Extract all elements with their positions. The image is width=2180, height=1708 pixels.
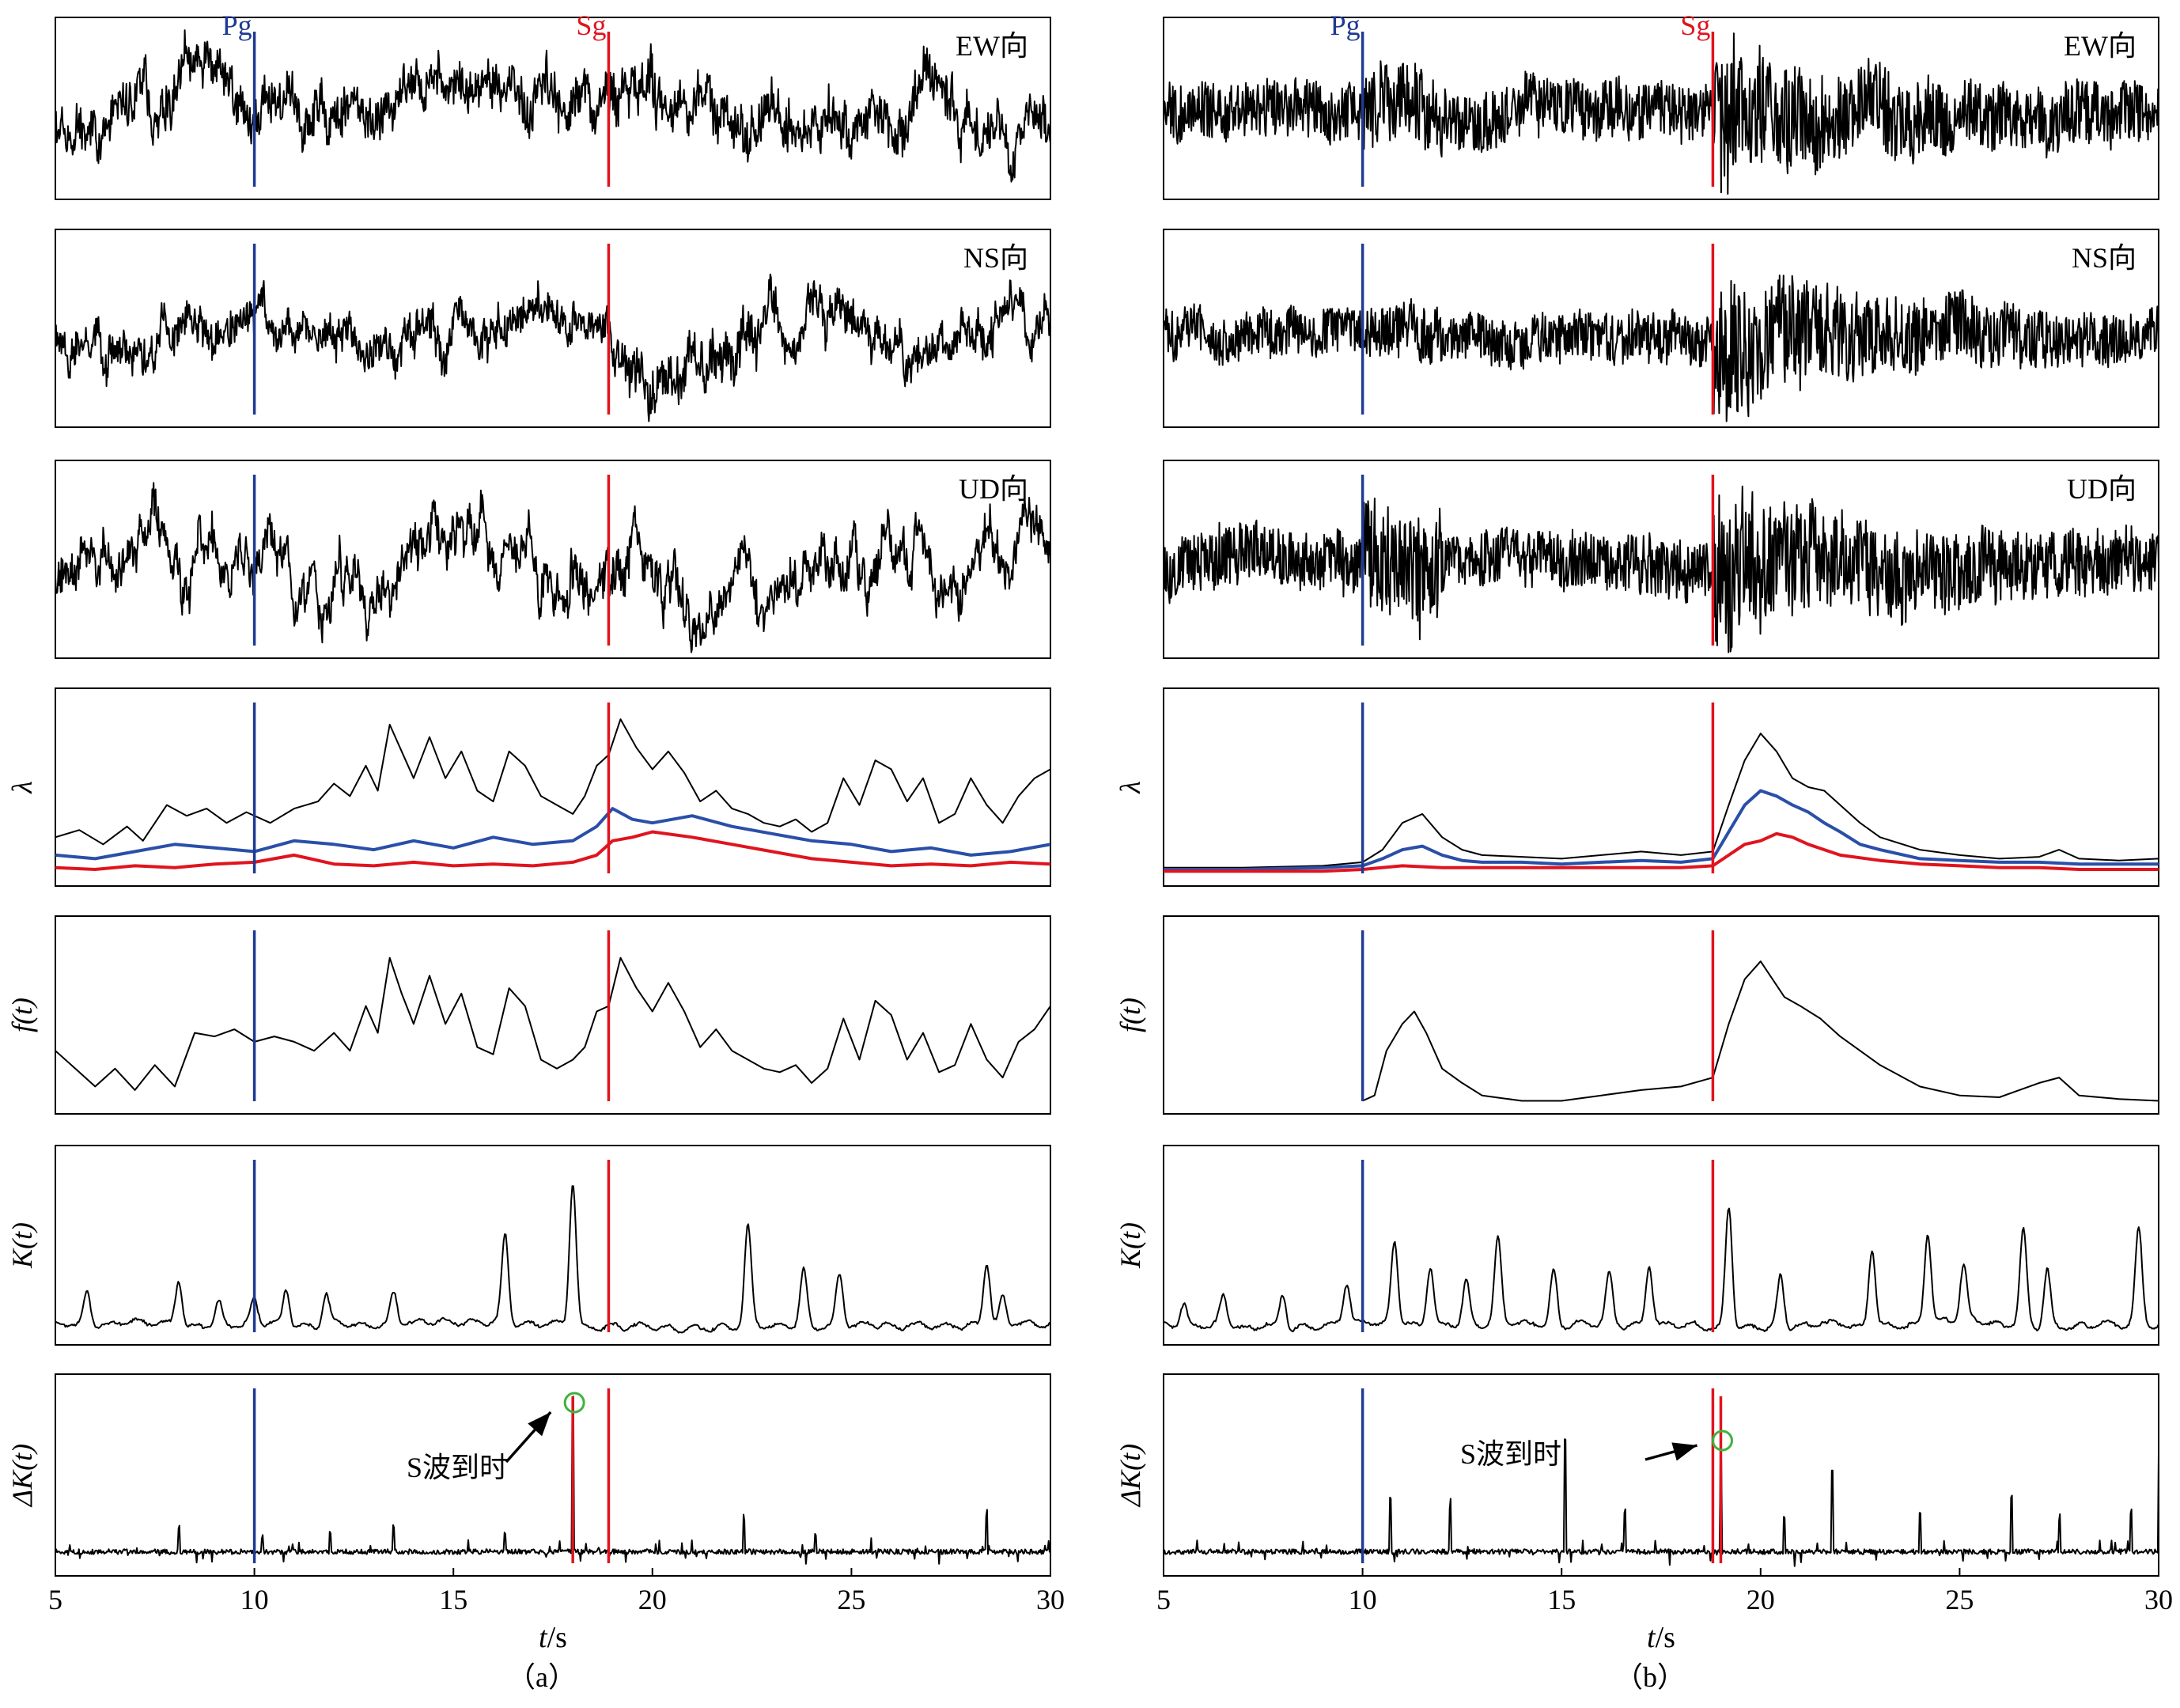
subplot-a-5: f(t) [6,915,1051,1115]
plot-area [1164,1438,2159,1567]
pick-label-pg: Pg [222,9,252,41]
subplot-b-5: f(t) [1115,915,2159,1115]
y-axis-label: K(t) [6,1222,38,1269]
series-b-1-1 [1164,32,2159,195]
x-tick-label: 25 [1945,1584,1974,1615]
annotation-text: S波到时 [407,1452,508,1483]
series-a-4-2 [55,807,1050,861]
axes-frame [55,915,1051,1115]
axes-frame [1163,1145,2159,1346]
series-a-6-1 [55,1185,1050,1334]
plot-area [55,718,1050,871]
x-tick-label: 10 [1349,1584,1377,1615]
subplot-a-4: λ [6,687,1051,887]
subplot-a-3: UD向 [55,460,1051,659]
pick-label-sg: Sg [576,9,606,41]
series-b-4-2 [1164,789,2159,871]
x-tick-label: 25 [837,1584,865,1615]
series-b-4-1 [1164,733,2159,869]
series-b-3-1 [1164,485,2159,653]
series-a-2-1 [55,273,1050,422]
pick-label-pg: Pg [1330,9,1361,41]
y-axis-label: ΔK(t) [1115,1444,1146,1508]
x-tick-label: 5 [1156,1584,1171,1615]
plot-area [55,1185,1050,1334]
series-b-6-1 [1164,1207,2159,1333]
component-label: EW向 [956,30,1028,62]
subplot-b-4: λ [1115,687,2159,887]
y-axis-label: f(t) [6,998,38,1032]
series-b-4-3 [1164,831,2159,873]
component-label: EW向 [2064,30,2136,62]
plot-area [1164,485,2159,653]
axes-frame [55,1145,1051,1346]
x-axis-label: t/s [1647,1621,1675,1654]
component-label: NS向 [963,242,1028,274]
axes-frame [55,1373,1051,1577]
y-axis-label: λ [1115,781,1146,794]
plot-area [55,273,1050,422]
subplot-a-2: NS向 [55,229,1051,428]
x-tick-label: 30 [2144,1584,2173,1615]
plot-area [55,1396,1050,1565]
plot-area [1164,1207,2159,1333]
annotation-text: S波到时 [1460,1438,1561,1470]
subplot-b-7: ΔK(t) [1115,1373,2159,1577]
plot-area [1164,32,2159,195]
axes-frame [1163,915,2159,1115]
panel-a: EW向 NS向 UD向 λ f(t) K(t) ΔK(t) Pg Sg S波到时 5 10 15 20 25… [6,9,1065,1693]
series-b-2-1 [1164,275,2159,422]
plot-area [55,29,1050,183]
series-b-5-1 [1362,960,2159,1102]
plot-area [1164,733,2159,873]
pick-label-sg: Sg [1680,9,1710,41]
series-a-3-1 [55,482,1050,653]
subplot-b-6: K(t) [1115,1145,2159,1346]
series-b-7-1 [1164,1438,2159,1567]
y-axis-label: λ [6,781,38,794]
series-a-4-1 [55,718,1050,846]
x-tick-label: 20 [638,1584,667,1615]
axes-frame [55,460,1051,659]
axes-frame [55,687,1051,887]
annotation-arrow-head [528,1412,551,1437]
axes-frame [1163,687,2159,887]
series-a-7-1 [55,1396,1050,1565]
plot-area [1362,960,2159,1102]
subplot-b-3: UD向 [1163,460,2159,659]
component-label: NS向 [2072,242,2136,274]
subplot-a-7: ΔK(t) [6,1373,1051,1577]
x-tick-label: 10 [240,1584,269,1615]
y-axis-label: ΔK(t) [6,1444,38,1508]
y-axis-label: K(t) [1115,1222,1146,1269]
series-a-4-3 [55,830,1050,871]
x-tick-label: 5 [48,1584,62,1615]
component-label: UD向 [2067,473,2136,505]
x-axis-label: t/s [539,1621,567,1654]
s-arrival-marker [1711,1430,1733,1452]
subplot-a-1: EW向 [55,17,1051,200]
subplot-b-1: EW向 [1163,17,2159,200]
panel-label: （b） [1614,1661,1686,1693]
component-label: UD向 [959,473,1028,505]
x-tick-label: 15 [439,1584,467,1615]
panel-label: （a） [507,1661,577,1693]
series-a-5-1 [55,956,1050,1091]
axes-frame [1163,1373,2159,1577]
plot-area [55,482,1050,653]
axes-frame [55,17,1051,200]
subplot-a-6: K(t) [6,1145,1051,1346]
s-arrival-marker [563,1392,585,1414]
plot-area [55,956,1050,1091]
y-axis-label: f(t) [1115,998,1146,1032]
plot-area [1164,275,2159,422]
x-tick-label: 20 [1747,1584,1775,1615]
panel-b: EW向 NS向 UD向 λ f(t) K(t) ΔK(t) Pg Sg S波到时 5 10 15 20 25… [1115,9,2173,1693]
series-a-1-1 [55,29,1050,183]
x-tick-label: 15 [1547,1584,1576,1615]
subplot-b-2: NS向 [1163,229,2159,428]
x-tick-label: 30 [1036,1584,1065,1615]
annotation-arrow-head [1671,1442,1697,1461]
